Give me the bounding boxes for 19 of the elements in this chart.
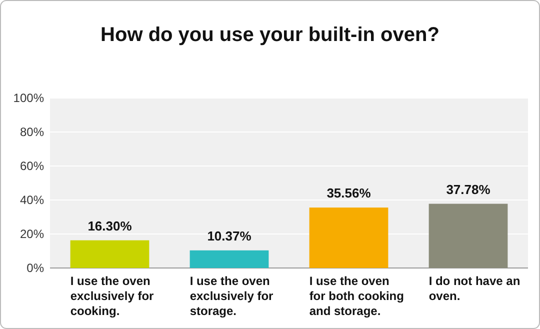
data-label: 10.37% bbox=[207, 228, 252, 244]
x-tick-label: I use the oven for both cooking and storage. bbox=[309, 274, 404, 318]
x-tick-label: I use the oven exclusively for storage. bbox=[190, 274, 274, 318]
y-tick-label: 20% bbox=[20, 227, 44, 242]
y-tick-label: 100% bbox=[13, 91, 44, 106]
data-label: 16.30% bbox=[88, 218, 132, 234]
x-tick-label: I do not have an oven. bbox=[428, 274, 520, 303]
data-label: 35.56% bbox=[326, 186, 372, 201]
bar bbox=[190, 250, 269, 268]
y-tick-label: 40% bbox=[20, 193, 44, 208]
y-tick-label: 80% bbox=[20, 125, 44, 140]
bar bbox=[428, 204, 508, 268]
y-tick-label: 0% bbox=[26, 261, 44, 276]
chart-title: How do you use your built-in oven? bbox=[100, 24, 440, 46]
bar bbox=[309, 208, 388, 268]
y-tick-label: 60% bbox=[20, 159, 44, 174]
data-label: 37.78% bbox=[446, 182, 491, 197]
bar bbox=[70, 240, 150, 268]
x-tick-label: I use the oven exclusively for cooking. bbox=[70, 274, 154, 318]
